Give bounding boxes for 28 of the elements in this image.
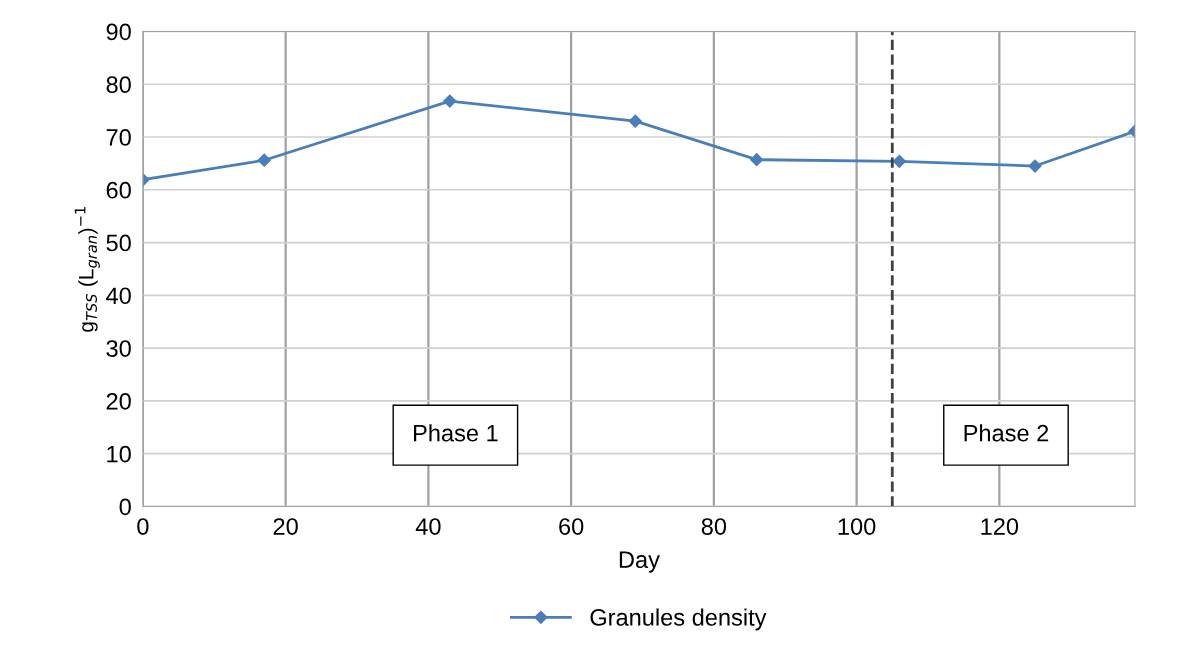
x-tick-label: 80	[701, 518, 727, 535]
x-tick-label: 100	[838, 518, 876, 535]
x-axis-title: Day	[619, 551, 660, 573]
x-tick-label: 20	[273, 518, 298, 535]
point	[1028, 159, 1042, 173]
point	[750, 153, 764, 167]
legend-label: Granules density	[590, 608, 767, 631]
x-tick-label: 120	[981, 518, 1019, 535]
y-tick-label: 80	[106, 76, 131, 94]
y-tick-label: 50	[106, 234, 131, 252]
annotation: Phase 2	[964, 424, 1049, 442]
point	[257, 153, 271, 167]
point	[443, 94, 457, 108]
x-tick-label: 40	[415, 518, 441, 535]
point	[892, 154, 907, 168]
y-tick-label: 70	[106, 129, 131, 146]
y-tick-label: 10	[107, 445, 131, 463]
y-axis-title: g$_{TSS}$ (L$_{gran}$)$^{−1}$	[74, 207, 100, 332]
y-tick-label: 20	[106, 392, 131, 410]
y-tick-label: 90	[106, 23, 131, 41]
annotation: Phase 1	[414, 424, 498, 442]
x-tick-label: 0	[137, 518, 149, 535]
y-tick-label: 40	[106, 287, 131, 305]
x-tick-label: 60	[559, 518, 584, 535]
y-tick-label: 60	[106, 181, 131, 199]
point	[628, 114, 642, 128]
y-tick-label: 30	[106, 340, 131, 357]
y-tick-label: 0	[119, 498, 131, 516]
